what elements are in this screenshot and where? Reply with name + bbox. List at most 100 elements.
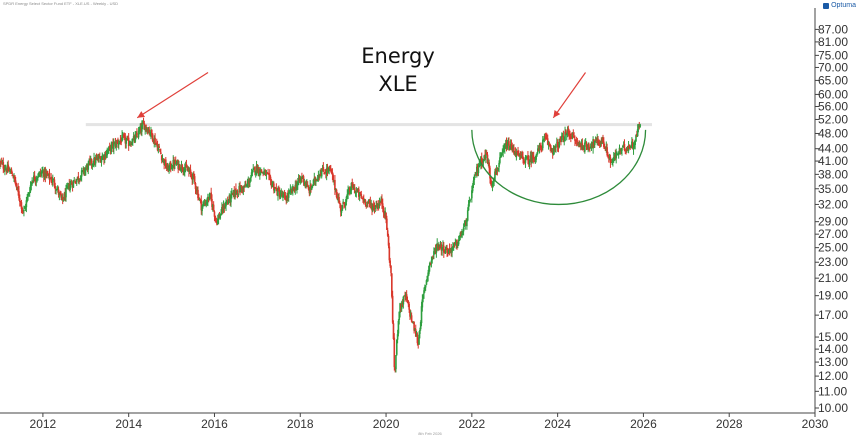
candle-body	[31, 180, 33, 184]
candle-body	[237, 193, 240, 195]
candle-body	[302, 176, 305, 183]
candle-body	[552, 150, 555, 155]
candle-body	[621, 148, 623, 151]
y-tick-label: 87.00	[818, 22, 848, 36]
candle-body	[47, 173, 50, 175]
candle-body	[331, 172, 334, 176]
candle-body	[207, 196, 209, 203]
candle-body	[92, 164, 95, 166]
candle-body	[636, 129, 639, 137]
candle-body	[600, 140, 603, 145]
candle-body	[9, 171, 11, 172]
candle-body	[379, 201, 382, 204]
candle-body	[193, 176, 196, 182]
candle-body	[612, 157, 615, 162]
y-tick-label: 17.00	[818, 308, 848, 322]
candle-body	[190, 173, 193, 176]
candle-body	[188, 170, 190, 172]
candle-body	[225, 202, 227, 207]
candle-body	[502, 150, 504, 153]
candle-body	[291, 188, 293, 193]
candle-body	[283, 193, 286, 196]
candle-body	[409, 314, 412, 317]
candle-body	[81, 170, 84, 172]
y-tick-label: 10.00	[818, 401, 848, 415]
candle-body	[549, 144, 552, 148]
candle-body	[449, 249, 452, 251]
candle-body	[590, 143, 593, 147]
brand-name: Optuma	[831, 2, 856, 9]
candle-body	[254, 170, 257, 174]
candle-body	[107, 150, 109, 153]
candle-body	[254, 166, 256, 173]
candle-body	[35, 178, 38, 182]
candle-body	[633, 144, 636, 148]
candle-body	[24, 207, 27, 209]
candle-body	[443, 252, 446, 253]
candle-body	[546, 138, 549, 145]
candle-body	[7, 164, 10, 171]
candle-body	[402, 296, 405, 305]
candle-body	[473, 176, 476, 180]
candle-body	[99, 158, 102, 163]
candle-body	[475, 175, 477, 176]
candle-body	[281, 194, 283, 197]
candle-body	[609, 157, 612, 164]
candle-body	[522, 156, 524, 159]
candle-body	[265, 172, 268, 175]
candle-body	[452, 246, 454, 249]
candle-body	[403, 295, 406, 297]
arrow-head	[137, 111, 146, 118]
candle-body	[607, 156, 610, 159]
candle-body	[328, 166, 330, 169]
candle-body	[460, 232, 462, 237]
y-tick-label: 52.00	[818, 112, 848, 126]
candle-body	[348, 188, 350, 192]
candle-body	[320, 170, 323, 177]
candle-body	[454, 243, 457, 244]
candle-body	[77, 176, 80, 181]
candle-body	[309, 184, 311, 194]
candle-body	[317, 175, 320, 180]
candle-body	[42, 171, 44, 173]
candle-body	[355, 190, 358, 193]
candle-body	[332, 175, 335, 183]
candle-body	[376, 204, 378, 209]
candle-body	[205, 202, 208, 205]
candle-body	[404, 294, 406, 298]
candle-body	[527, 159, 530, 165]
candle-body	[574, 138, 576, 141]
candle-body	[292, 186, 294, 192]
candle-body	[411, 322, 414, 324]
candle-body	[401, 302, 404, 305]
candle-body	[104, 153, 107, 158]
candle-body	[433, 249, 436, 251]
candle-body	[218, 215, 221, 218]
candle-body	[122, 135, 124, 137]
candle-body	[287, 194, 289, 198]
candle-body	[221, 206, 224, 212]
candle-body	[406, 300, 409, 302]
candle-body	[567, 128, 570, 134]
candle-body	[344, 204, 346, 206]
candle-body	[149, 133, 151, 135]
candle-body	[124, 136, 127, 144]
candle-body	[239, 186, 241, 192]
candle-body	[419, 321, 422, 330]
candle-body	[6, 165, 9, 173]
candle-body	[142, 122, 145, 124]
candle-body	[596, 138, 599, 141]
candle-body	[137, 130, 140, 138]
candle-body	[296, 184, 298, 191]
candle-body	[568, 132, 570, 135]
candle-body	[177, 160, 179, 170]
candle-body	[409, 309, 411, 317]
candle-body	[301, 176, 303, 179]
candle-body	[189, 169, 192, 174]
candle-body	[29, 185, 32, 192]
candle-body	[272, 183, 274, 186]
candle-body	[597, 138, 599, 144]
candle-body	[371, 205, 373, 211]
candle-body	[298, 177, 301, 181]
